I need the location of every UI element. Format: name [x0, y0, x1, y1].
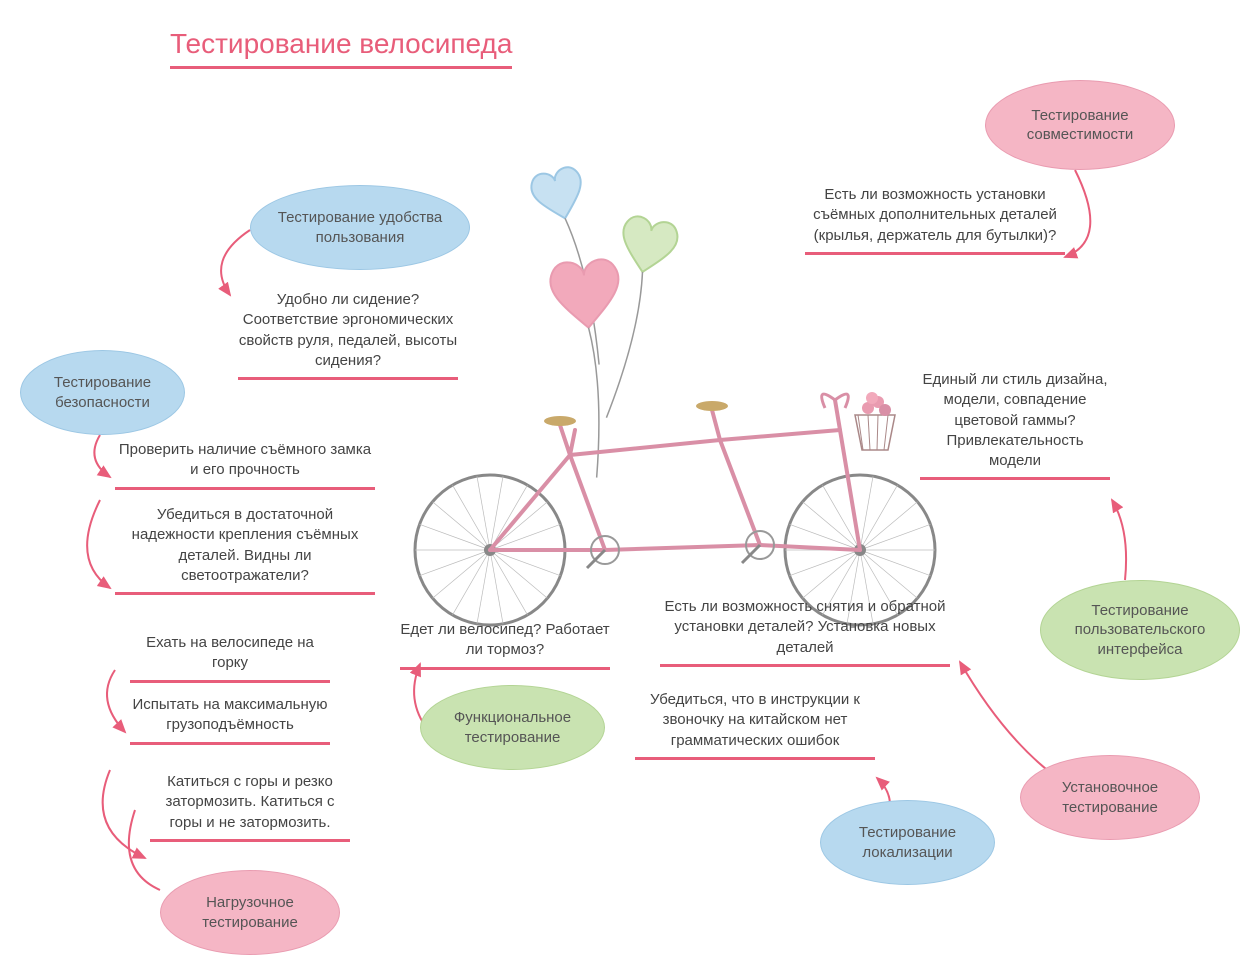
ellipse-label: Тестирование локализации [837, 823, 978, 862]
ellipse-usability: Тестирование удобства пользования [250, 185, 470, 270]
title-text: Тестирование велосипеда [170, 28, 512, 59]
ellipse-label: Тестирование пользовательского интерфейс… [1057, 601, 1223, 660]
heart-balloon-1 [585, 214, 681, 425]
connector-0 [1065, 170, 1090, 257]
ellipse-installation: Установочное тестирование [1020, 755, 1200, 840]
textblock-local-text: Убедиться, что в инструкции к звоночку н… [635, 690, 875, 760]
textblock-compat-text: Есть ли возможность установки съёмных до… [805, 185, 1065, 255]
ellipse-ui: Тестирование пользовательского интерфейс… [1040, 580, 1240, 680]
ellipse-load: Нагрузочное тестирование [160, 870, 340, 955]
connector-1 [221, 230, 250, 295]
ellipse-label: Тестирование безопасности [37, 373, 168, 412]
connector-4 [107, 670, 125, 732]
heart-balloon-2 [549, 258, 636, 480]
textblock-security-text-1: Проверить наличие съёмного замка и его п… [115, 440, 375, 490]
ellipse-functional: Функциональное тестирование [420, 685, 605, 770]
connector-9 [960, 662, 1060, 780]
connector-2 [94, 435, 110, 477]
textblock-load-text-1: Ехать на велосипеде на горку [130, 633, 330, 683]
ellipse-compatibility: Тестирование совместимости [985, 80, 1175, 170]
textblock-load-text-2: Испытать на максимальную грузоподъёмност… [130, 695, 330, 745]
ellipse-label: Нагрузочное тестирование [177, 893, 323, 932]
textblock-security-text-2: Убедиться в достаточной надежности крепл… [115, 505, 375, 595]
ellipse-label: Тестирование удобства пользования [267, 208, 453, 247]
heart-balloon-0 [528, 164, 628, 369]
connector-3 [87, 500, 110, 588]
textblock-usability-text: Удобно ли сидение? Соответствие эргономи… [238, 290, 458, 380]
connector-10 [1112, 500, 1126, 580]
textblock-functional-text: Едет ли велосипед? Работает ли тормоз? [400, 620, 610, 670]
ellipse-label: Установочное тестирование [1037, 778, 1183, 817]
ellipse-label: Тестирование совместимости [1002, 106, 1158, 145]
ellipse-label: Функциональное тестирование [437, 708, 588, 747]
page-title: Тестирование велосипеда [170, 28, 512, 69]
connector-5 [103, 770, 145, 858]
textblock-ui-text: Единый ли стиль дизайна, модели, совпаде… [920, 370, 1110, 480]
textblock-load-text-3: Катиться с горы и резко затормозить. Кат… [150, 772, 350, 842]
textblock-install-text: Есть ли возможность снятия и обратной ус… [660, 597, 950, 667]
ellipse-localization: Тестирование локализации [820, 800, 995, 885]
bicycle-illustration [415, 392, 935, 625]
ellipse-security: Тестирование безопасности [20, 350, 185, 435]
